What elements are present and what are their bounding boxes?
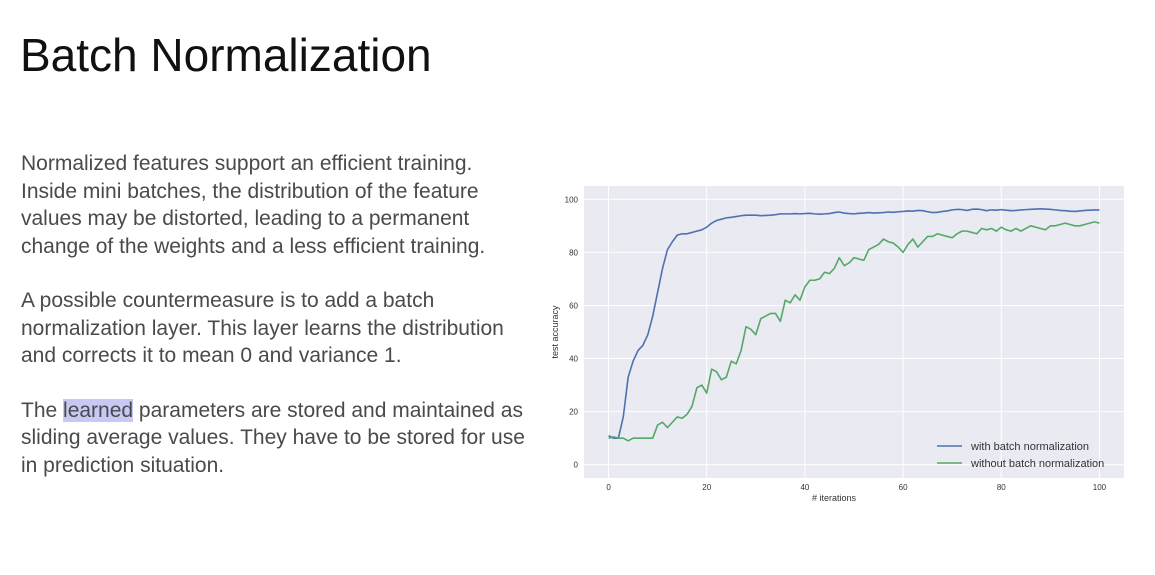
paragraph-2: A possible countermeasure is to add a ba… [21,289,504,367]
legend-label-with-bn: with batch normalization [970,441,1089,453]
x-tick-label: 40 [800,483,809,492]
series-line-with-bn [608,208,1100,439]
x-tick-label: 100 [1093,483,1107,492]
grid [584,186,1124,478]
plot-background [584,186,1124,478]
y-tick-label: 60 [569,301,578,310]
y-tick-label: 20 [569,408,578,417]
y-tick-label: 40 [569,355,578,364]
y-tick-label: 80 [569,248,578,257]
slide-title: Batch Normalization [20,29,432,81]
legend-label-without-bn: without batch normalization [970,458,1104,470]
x-tick-label: 80 [997,483,1006,492]
paragraph-3-start: The [21,398,64,422]
x-axis-label: # iterations [812,493,857,503]
y-axis-label: test accuracy [550,305,560,359]
y-tick-label: 100 [565,195,579,204]
highlighted-word[interactable]: learned [63,398,134,422]
paragraph-1: Normalized features support an efficient… [21,152,486,258]
tick-labels: 0 20 40 60 80 100 0 20 40 60 80 100 [565,195,1107,492]
legend: with batch normalization without batch n… [937,441,1104,470]
x-tick-label: 0 [606,483,611,492]
x-tick-label: 20 [702,483,711,492]
slide-body: Normalized features support an efficient… [21,150,531,506]
paragraph-3: The learned parameters are stored and ma… [21,397,531,480]
series [608,208,1100,442]
series-line-without-bn [608,221,1100,442]
paragraph-3-rest: parameters are stored and maintained as … [21,398,525,477]
y-tick-label: 0 [574,461,579,470]
x-tick-label: 60 [899,483,908,492]
